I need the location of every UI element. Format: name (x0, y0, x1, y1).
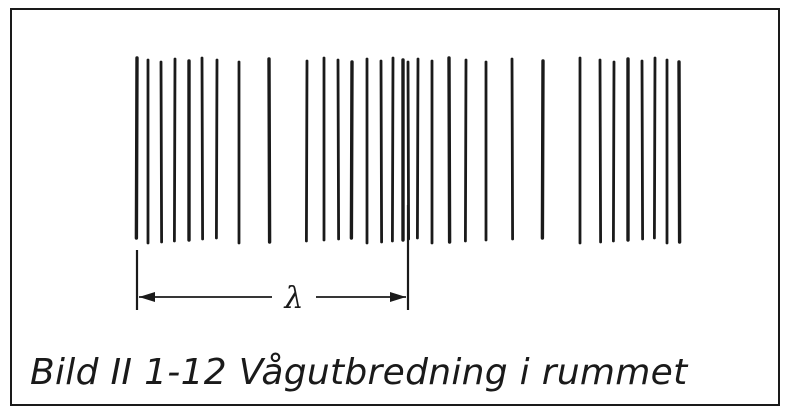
arrowhead-right (390, 292, 406, 302)
wavefront-line (640, 59, 644, 241)
wavefront-line (463, 58, 468, 243)
wavefront-lines (134, 56, 682, 245)
wavefront-line (336, 58, 341, 241)
wavelength-label: λ (283, 281, 303, 316)
wavefront-line (379, 59, 384, 244)
wavefront-line (415, 57, 420, 240)
wavefront-line (677, 60, 682, 244)
wavefront-line (349, 60, 354, 240)
wavelength-dimension: λ (135, 205, 410, 316)
wavefront-line (214, 58, 219, 240)
wavefront-line (510, 57, 514, 241)
wavefront-line (390, 56, 395, 243)
wavefront-line (447, 56, 452, 244)
wavefront-line (134, 56, 139, 240)
wavefront-line (598, 58, 602, 244)
figure-frame (10, 8, 780, 406)
wavefront-line (172, 57, 177, 243)
wavefront-line (653, 56, 657, 240)
wavefront-line (540, 59, 545, 240)
figure-caption: Bild II 1-12 Vågutbredning i rummet (30, 352, 688, 393)
wavefront-line (612, 60, 616, 243)
wavefront-line (159, 60, 164, 244)
wavefront-line (304, 59, 309, 243)
arrowhead-left (139, 292, 155, 302)
wavefront-line (267, 57, 272, 244)
wavefront-line (200, 56, 205, 241)
